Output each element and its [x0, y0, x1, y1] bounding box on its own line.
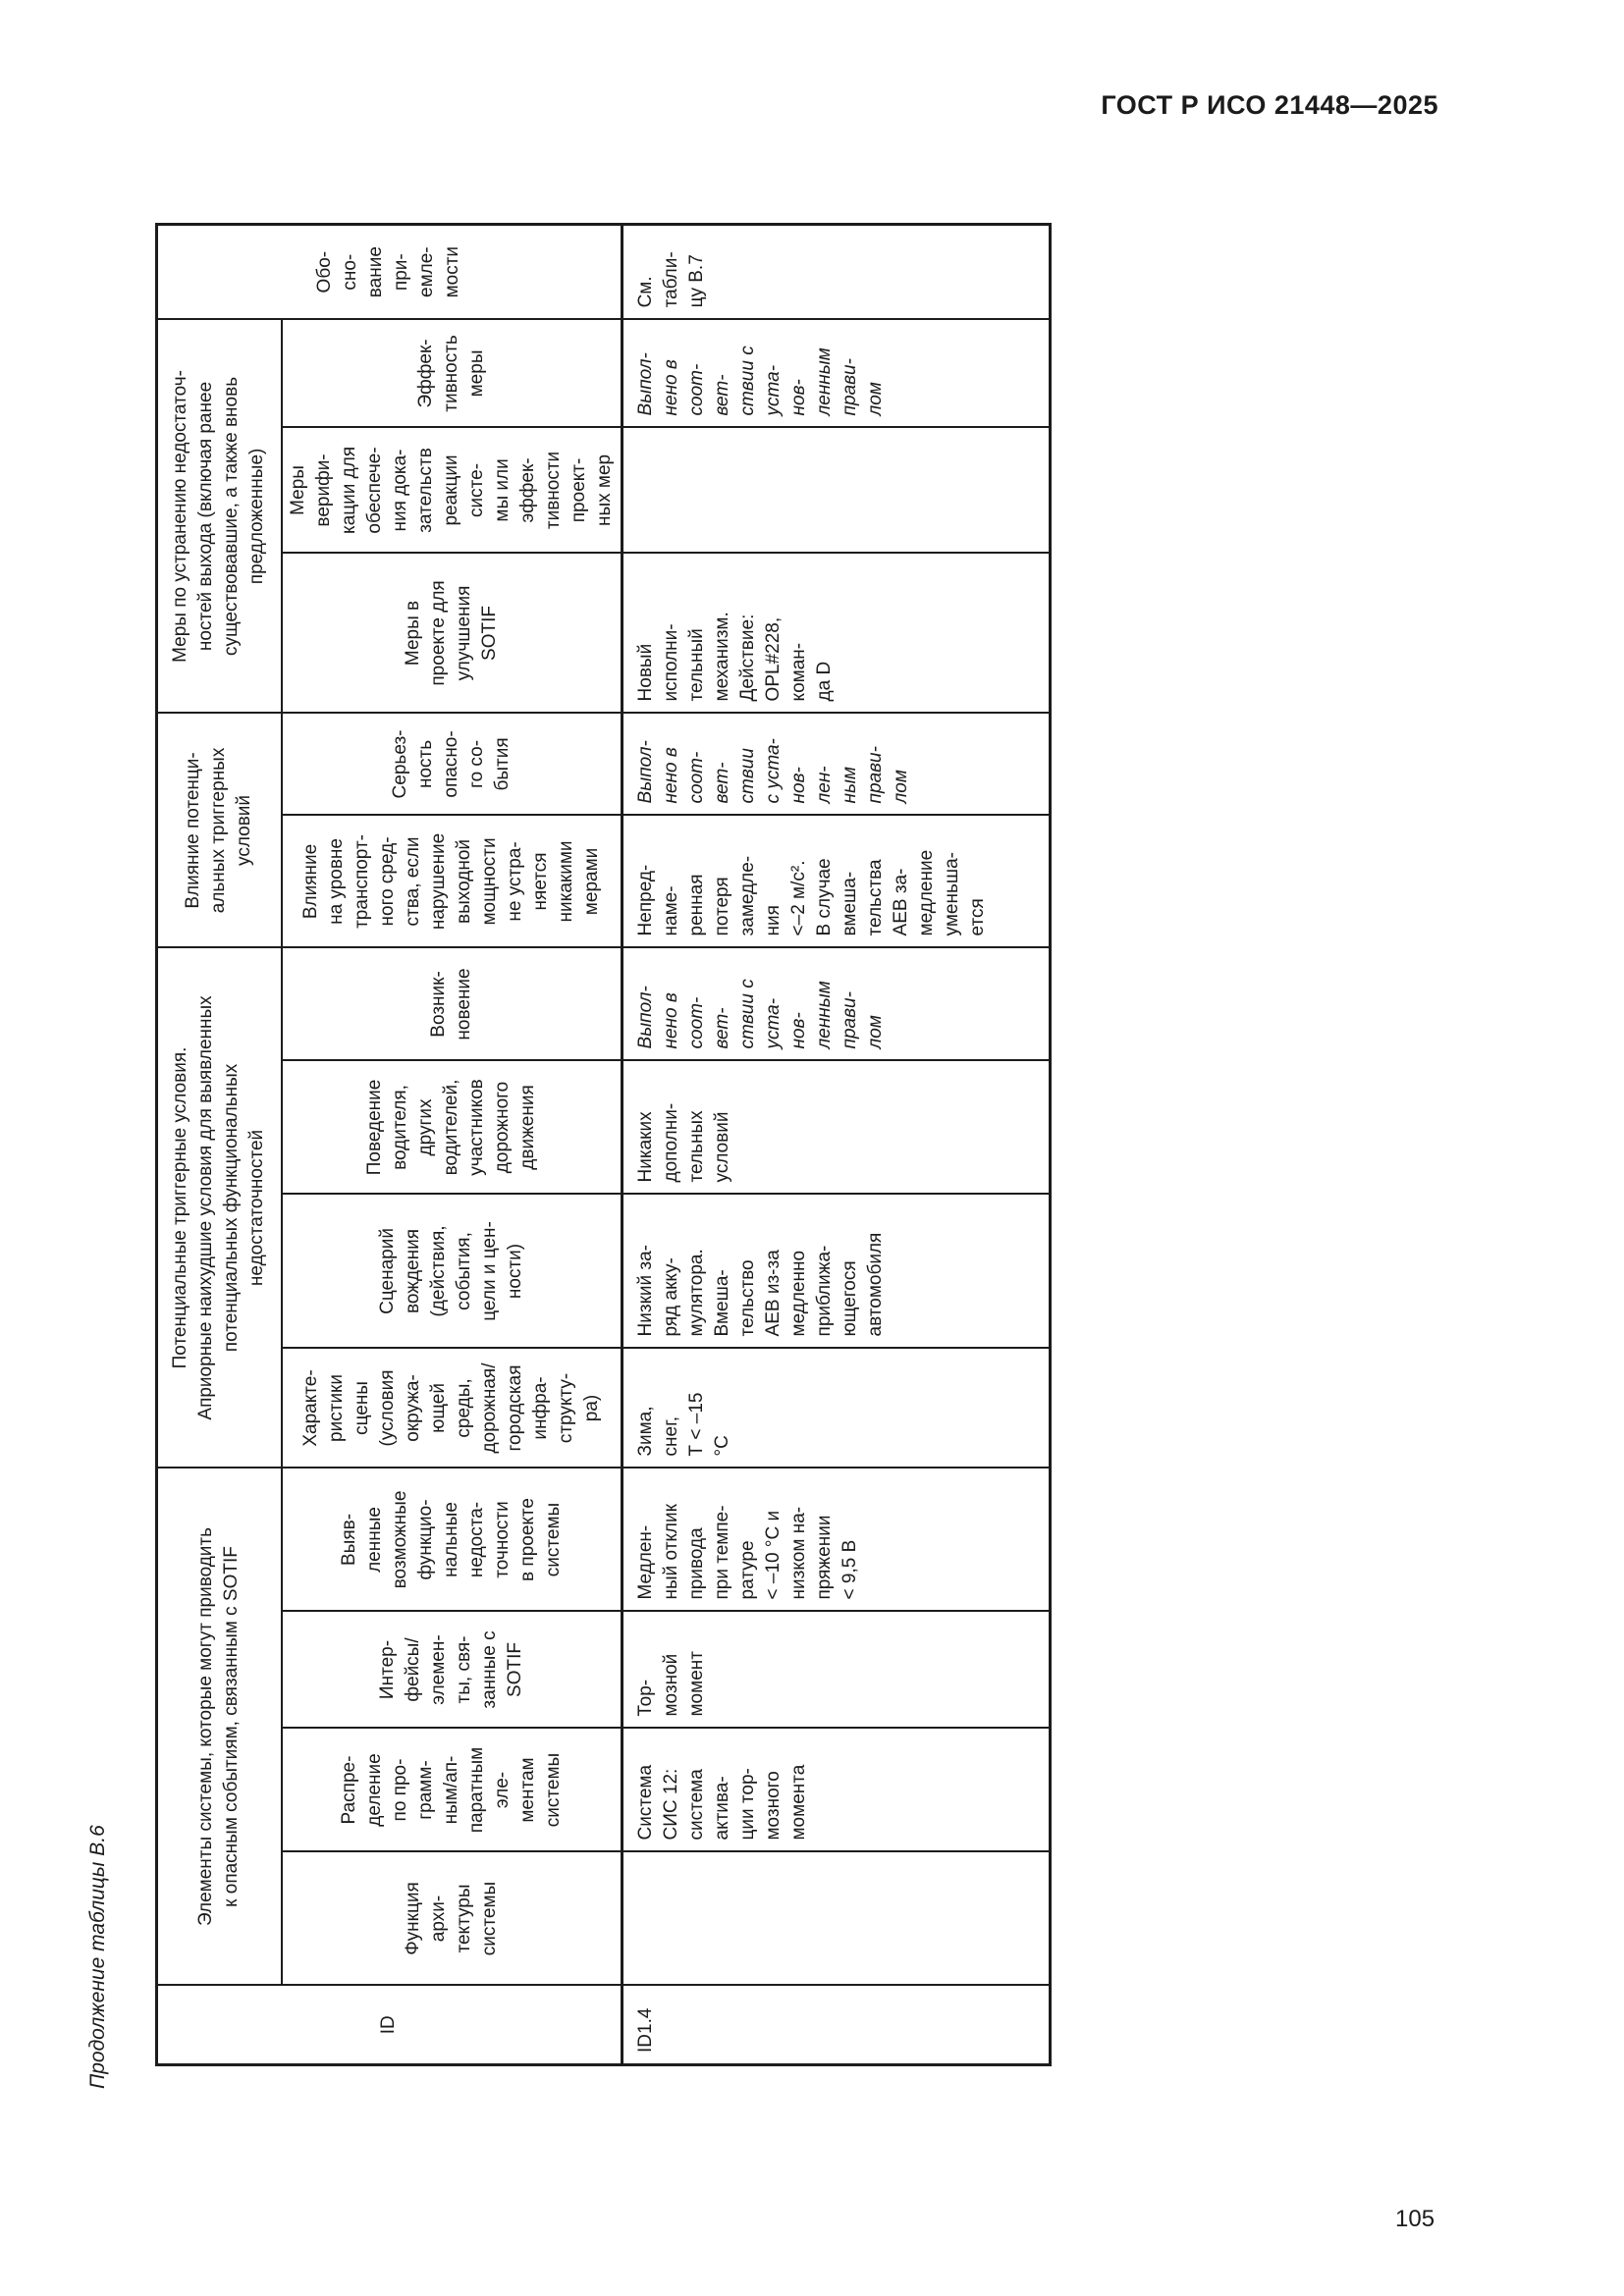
data-row-id1-4: ID1.4 Система СИС 12: система актива- ци…	[622, 224, 1050, 2065]
table-b6: ID Элементы системы, которые могут приво…	[155, 222, 1052, 2066]
cell-function	[622, 1851, 1050, 1986]
group-header-measures: Меры по устранению недостаточ- ностей вы…	[156, 319, 282, 714]
col-header-occurrence: Возник- новение	[281, 947, 622, 1061]
cell-driving-scenario: Низкий за- ряд акку- мулятора. Вмеша- те…	[622, 1194, 1050, 1349]
cell-scene-characteristics: Зима, снег, Т < –15 °C	[622, 1348, 1050, 1468]
col-header-scene-characteristics: Характе- ристики сцены (условия окружа- …	[281, 1348, 622, 1468]
cell-effectiveness: Выпол- нено в соот- вет- ствии с уста- н…	[622, 319, 1050, 428]
cell-vehicle-level-influence: Непред- наме- ренная потеря замедле- ния…	[622, 815, 1050, 948]
cell-severity: Выпол- нено в соот- вет- ствии с уста- н…	[622, 713, 1050, 816]
group-header-influence: Влияние потенци- альных триггерных услов…	[156, 713, 282, 948]
col-header-severity: Серьез- ность опасно- го со- бытия	[281, 713, 622, 816]
standard-header: ГОСТ Р ИСО 21448—2025	[1101, 90, 1438, 120]
col-header-justification: Обо- сно- вание при- емле- мости	[156, 224, 622, 320]
col-header-design-measures: Меры в проекте для улучшения SOTIF	[281, 553, 622, 714]
cell-behavior: Никаких дополни- тельных условий	[622, 1060, 1050, 1195]
col-header-function: Функция архи- тектуры системы	[281, 1851, 622, 1986]
table-title: Продолжение таблицы В.6	[86, 1825, 109, 2089]
cell-allocation: Система СИС 12: система актива- ции тор-…	[622, 1728, 1050, 1852]
col-header-behavior: Поведение водителя, других водителей, уч…	[281, 1060, 622, 1195]
col-header-vehicle-level-influence: Влияние на уровне транспорт- ного сред- …	[281, 815, 622, 948]
col-header-id: ID	[156, 1985, 622, 2065]
page-number: 105	[1395, 2206, 1435, 2232]
group-header-row: ID Элементы системы, которые могут приво…	[156, 224, 622, 2065]
cell-id: ID1.4	[622, 1985, 1050, 2065]
cell-identified-insufficiencies: Медлен- ный отклик привода при темпе- ра…	[622, 1468, 1050, 1612]
col-header-verification-measures: Меры верифи- кации для обеспече- ния док…	[281, 427, 622, 554]
col-header-identified-insufficiencies: Выяв- ленные возможные функцио- нальные …	[281, 1468, 622, 1612]
cell-verification-measures	[622, 427, 1050, 554]
col-header-effectiveness: Эффек- тивность меры	[281, 319, 622, 428]
col-header-driving-scenario: Сценарий вождения (действия, события, це…	[281, 1194, 622, 1349]
cell-interfaces: Тор- мозной момент	[622, 1611, 1050, 1729]
cell-design-measures: Новый исполни- тельный механизм. Действи…	[622, 553, 1050, 714]
group-header-triggering-conditions: Потенциальные триггерные условия. Априор…	[156, 947, 282, 1468]
cell-occurrence: Выпол- нено в соот- вет- ствии с уста- н…	[622, 947, 1050, 1061]
rotated-table-container: ID Элементы системы, которые могут приво…	[155, 222, 1052, 2066]
col-header-allocation: Распре- деление по про- грамм- ным/ап- п…	[281, 1728, 622, 1852]
col-header-interfaces: Интер- фейсы/ элемен- ты, свя- занные с …	[281, 1611, 622, 1729]
cell-justification: См. табли- цу В.7	[622, 224, 1050, 320]
group-header-system-elements: Элементы системы, которые могут приводит…	[156, 1468, 282, 1986]
column-header-row: Функция архи- тектуры системы Распре- де…	[281, 224, 622, 2064]
